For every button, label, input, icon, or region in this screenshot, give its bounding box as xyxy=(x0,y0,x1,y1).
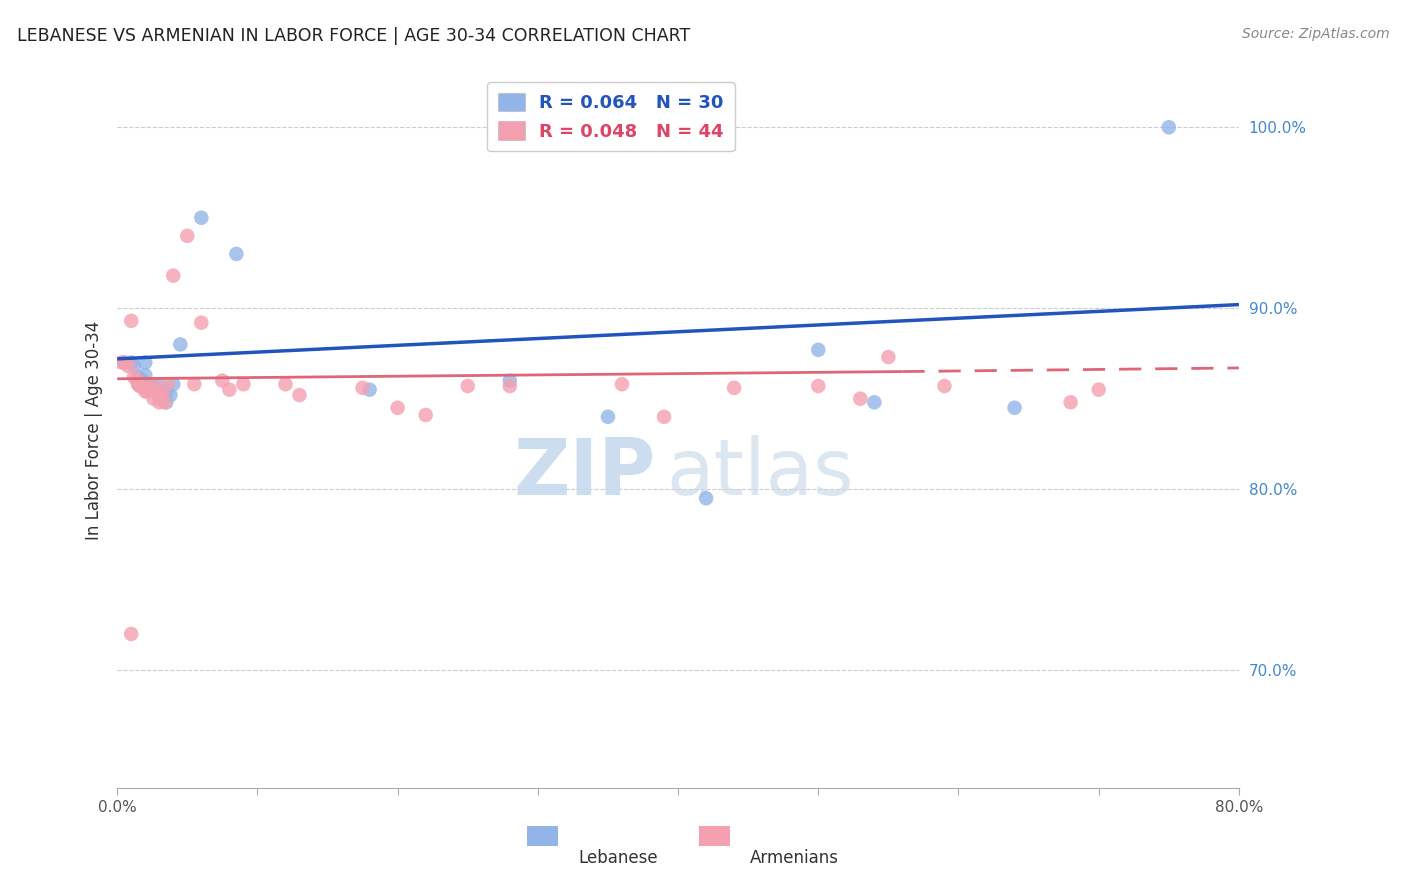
Text: Lebanese: Lebanese xyxy=(579,849,658,867)
Point xyxy=(610,377,633,392)
Point xyxy=(723,381,745,395)
Point xyxy=(134,355,156,369)
Point xyxy=(156,377,179,392)
Point xyxy=(155,386,177,401)
Point xyxy=(1157,120,1180,135)
Point xyxy=(110,355,132,369)
Point xyxy=(457,379,479,393)
Point xyxy=(131,379,153,393)
Point xyxy=(159,388,181,402)
Text: atlas: atlas xyxy=(666,435,855,511)
Point xyxy=(288,388,311,402)
Point xyxy=(145,383,167,397)
Point xyxy=(232,377,254,392)
Point xyxy=(141,377,163,392)
Point xyxy=(131,374,153,388)
Point xyxy=(112,355,135,369)
Point xyxy=(127,370,149,384)
Point xyxy=(148,388,170,402)
Point xyxy=(162,268,184,283)
Point xyxy=(934,379,956,393)
Point xyxy=(136,377,159,392)
Point xyxy=(863,395,886,409)
Point xyxy=(148,388,170,402)
Point xyxy=(169,337,191,351)
Point xyxy=(877,350,900,364)
Point xyxy=(148,395,170,409)
Text: Source: ZipAtlas.com: Source: ZipAtlas.com xyxy=(1241,27,1389,41)
Point xyxy=(415,408,437,422)
Point xyxy=(141,379,163,393)
Point xyxy=(652,409,675,424)
Point xyxy=(218,383,240,397)
Point xyxy=(153,395,176,409)
Point xyxy=(125,374,148,388)
Point xyxy=(807,343,830,357)
Point xyxy=(141,381,163,395)
Text: Armenians: Armenians xyxy=(749,849,839,867)
Point xyxy=(142,392,165,406)
Point xyxy=(120,314,142,328)
Point xyxy=(150,384,173,399)
Point xyxy=(1004,401,1026,415)
Point xyxy=(134,381,156,395)
Point xyxy=(112,355,135,369)
Text: LEBANESE VS ARMENIAN IN LABOR FORCE | AGE 30-34 CORRELATION CHART: LEBANESE VS ARMENIAN IN LABOR FORCE | AG… xyxy=(17,27,690,45)
Legend: R = 0.064   N = 30, R = 0.048   N = 44: R = 0.064 N = 30, R = 0.048 N = 44 xyxy=(486,82,734,152)
Point xyxy=(134,384,156,399)
Point xyxy=(211,374,233,388)
Point xyxy=(190,211,212,225)
Point xyxy=(150,386,173,401)
Point xyxy=(145,384,167,399)
Point xyxy=(122,370,145,384)
Point xyxy=(274,377,297,392)
Point xyxy=(1087,383,1109,397)
Point xyxy=(1059,395,1081,409)
Point xyxy=(499,374,522,388)
Point xyxy=(120,355,142,369)
Point xyxy=(122,359,145,373)
Point xyxy=(499,379,522,393)
Point xyxy=(120,627,142,641)
Point xyxy=(127,377,149,392)
Point xyxy=(162,377,184,392)
Point xyxy=(352,381,374,395)
Point xyxy=(148,377,170,392)
Y-axis label: In Labor Force | Age 30-34: In Labor Force | Age 30-34 xyxy=(86,321,103,540)
Text: ZIP: ZIP xyxy=(513,435,655,511)
Point xyxy=(190,316,212,330)
Point xyxy=(155,395,177,409)
Point xyxy=(136,384,159,399)
Point xyxy=(807,379,830,393)
Point xyxy=(183,377,205,392)
Point xyxy=(695,491,717,506)
Point xyxy=(176,228,198,243)
Point xyxy=(128,379,150,393)
Point xyxy=(596,409,619,424)
Point xyxy=(387,401,409,415)
Point xyxy=(117,359,139,373)
Point xyxy=(849,392,872,406)
Point xyxy=(225,247,247,261)
Point xyxy=(134,368,156,383)
Point xyxy=(359,383,381,397)
Point xyxy=(127,377,149,392)
